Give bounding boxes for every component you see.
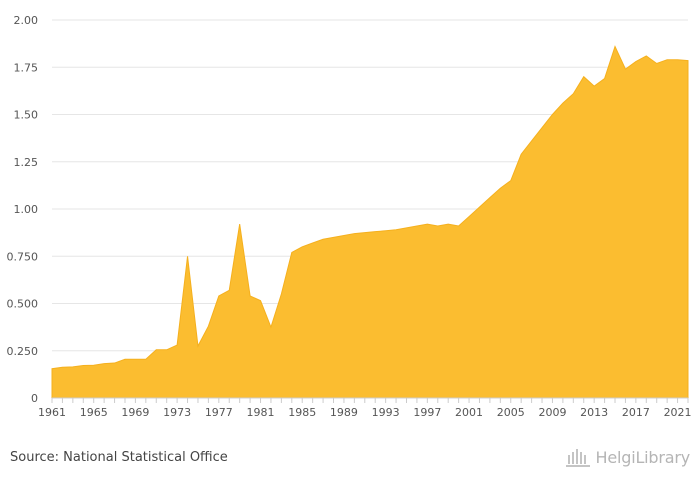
x-tick-label: 2009 <box>538 406 566 419</box>
area-chart: 1961 1965 1969 1973 1977 1981 1985 1989 1993 1997… <box>7 14 692 419</box>
y-tick-label: 2.00 <box>14 14 39 27</box>
x-tick-label: 1989 <box>330 406 358 419</box>
area-series-fill <box>51 45 689 399</box>
x-tick-label: 1997 <box>413 406 441 419</box>
library-building-icon <box>565 449 590 467</box>
x-tick-label: 1965 <box>80 406 108 419</box>
x-tick-label: 2005 <box>497 406 525 419</box>
x-tick-label: 1993 <box>372 406 400 419</box>
x-tick-label: 1977 <box>205 406 233 419</box>
y-tick-label: 1.75 <box>14 61 39 74</box>
x-tick-label: 1969 <box>121 406 149 419</box>
y-tick-label: 0 <box>31 392 38 405</box>
x-tick-label: 2017 <box>622 406 650 419</box>
y-tick-label: 1.25 <box>14 156 39 169</box>
y-tick-label: 0.250 <box>7 345 39 358</box>
logo-text: HelgiLibrary <box>595 447 691 467</box>
x-tick-label: 1981 <box>247 406 275 419</box>
y-tick-label: 1.50 <box>14 109 39 122</box>
y-tick-label: 1.00 <box>14 203 39 216</box>
area-series <box>51 45 689 399</box>
x-tick-label: 1973 <box>163 406 191 419</box>
y-tick-label: 0.500 <box>7 298 39 311</box>
x-tick-label: 2013 <box>580 406 608 419</box>
helgi-library-logo: HelgiLibrary <box>565 446 690 468</box>
x-tick-label: 2001 <box>455 406 483 419</box>
x-tick-label: 2021 <box>664 406 692 419</box>
x-tick-label: 1985 <box>288 406 316 419</box>
source-note: Source: National Statistical Office <box>10 450 228 465</box>
y-tick-label: 0.750 <box>7 250 39 263</box>
x-axis: 1961 1965 1969 1973 1977 1981 1985 1989 1993 1997… <box>38 397 692 419</box>
y-axis: 0 0.250 0.500 0.750 1.00 1.25 1.50 1.75 2.00 <box>7 14 39 405</box>
x-tick-label: 1961 <box>38 406 66 419</box>
